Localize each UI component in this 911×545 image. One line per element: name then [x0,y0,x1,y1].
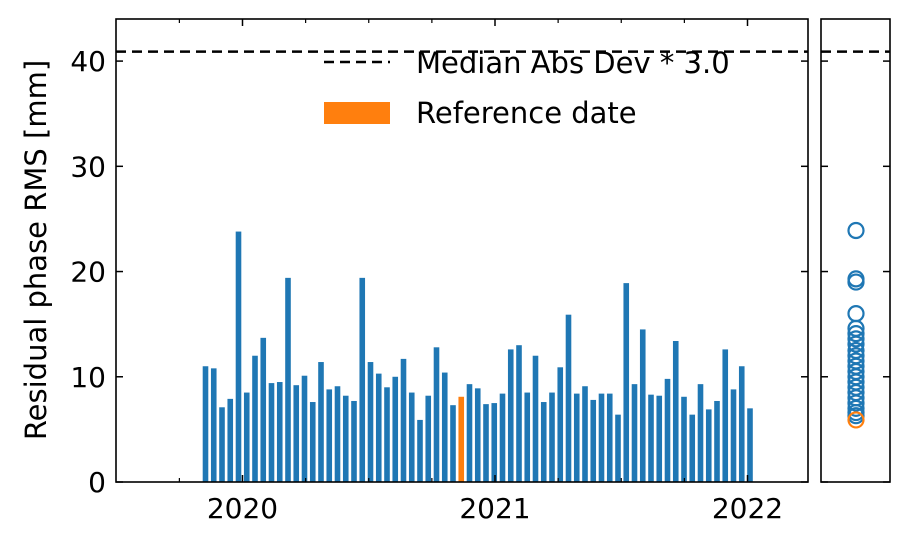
side-point [847,407,865,425]
data-bar [466,384,473,482]
data-bar [730,389,737,482]
side-plot-points [821,50,890,429]
side-point-reference [847,411,865,429]
side-point [847,394,865,412]
data-bar [524,392,531,482]
data-bar [243,392,250,482]
y-tick-label: 40 [70,45,106,78]
data-bar [714,400,720,482]
y-axis-label: Residual phase RMS [mm] [19,60,53,440]
side-point [847,305,865,323]
data-bar [590,399,597,482]
data-bar [582,386,588,482]
side-point [847,399,865,417]
legend-threshold-label: Median Abs Dev * 3.0 [416,46,730,80]
data-bar [565,314,572,482]
x-tick-label: 2020 [207,492,278,525]
data-bar [342,395,349,482]
data-bar [227,398,234,482]
data-bar [639,329,646,482]
data-bar [474,388,481,482]
data-bar [441,372,448,482]
y-tick-label: 10 [70,361,106,394]
data-bar [309,402,316,482]
legend-reference-swatch [324,102,390,124]
data-bar [631,384,638,482]
data-bar [384,387,390,482]
side-point [847,221,865,240]
data-bar [507,349,514,482]
data-bar [367,362,374,482]
data-bar [392,376,399,482]
y-tick-label: 30 [70,150,106,183]
data-bar [747,408,753,482]
data-bar [722,349,729,482]
x-tick-label: 2022 [712,492,783,525]
side-plot-frame [820,18,891,483]
data-bar [260,337,267,482]
data-bar [450,405,456,482]
side-point [847,273,865,291]
main-plot-bars [116,50,808,482]
data-bar [623,283,630,482]
data-bar [202,366,209,482]
data-bar [252,355,258,482]
data-bar [664,378,671,482]
data-bar [359,277,366,482]
data-bar [672,341,679,482]
data-bar [235,231,242,482]
data-bar [598,393,605,482]
data-bar [606,393,613,482]
data-bar [276,382,283,482]
data-bar [417,419,423,482]
data-bar [573,393,580,482]
data-bar [615,414,621,482]
main-plot-frame [115,18,809,483]
data-bar [375,373,382,482]
reference-bar [458,396,465,482]
data-bar [425,395,432,482]
data-bar [656,395,663,482]
data-bar [499,393,506,482]
data-bar [483,404,489,482]
data-bar [334,386,341,482]
data-bar [689,414,696,482]
side-point [847,330,865,348]
data-bar [648,394,654,482]
data-bar [293,385,300,482]
legend: Median Abs Dev * 3.0 Reference date [324,46,730,130]
data-bar [408,392,415,482]
x-tick-label: 2021 [459,492,530,525]
data-bar [540,402,547,482]
data-bar [557,367,564,482]
data-bar [697,384,704,482]
data-bar [681,396,687,482]
side-point [847,325,865,343]
data-bar [705,409,712,482]
axis-ticks: 0 10 20 30 40 2020 2021 2022 [70,19,890,525]
data-bar [433,347,440,482]
data-bar [532,355,539,482]
data-bar [210,368,217,482]
y-tick-label: 20 [70,256,106,289]
data-bar [268,383,275,482]
data-bar [549,392,555,482]
data-bar [516,345,522,482]
side-point [847,335,865,353]
y-tick-label: 0 [88,466,106,499]
data-bar [400,358,407,482]
data-bar [351,400,357,482]
legend-reference-label: Reference date [416,96,637,130]
data-bar [738,366,745,482]
data-bar [285,277,291,482]
data-bar [491,403,498,482]
data-bar [301,375,308,482]
data-bar [326,389,333,482]
data-bar [318,362,324,482]
data-bar [219,407,225,482]
